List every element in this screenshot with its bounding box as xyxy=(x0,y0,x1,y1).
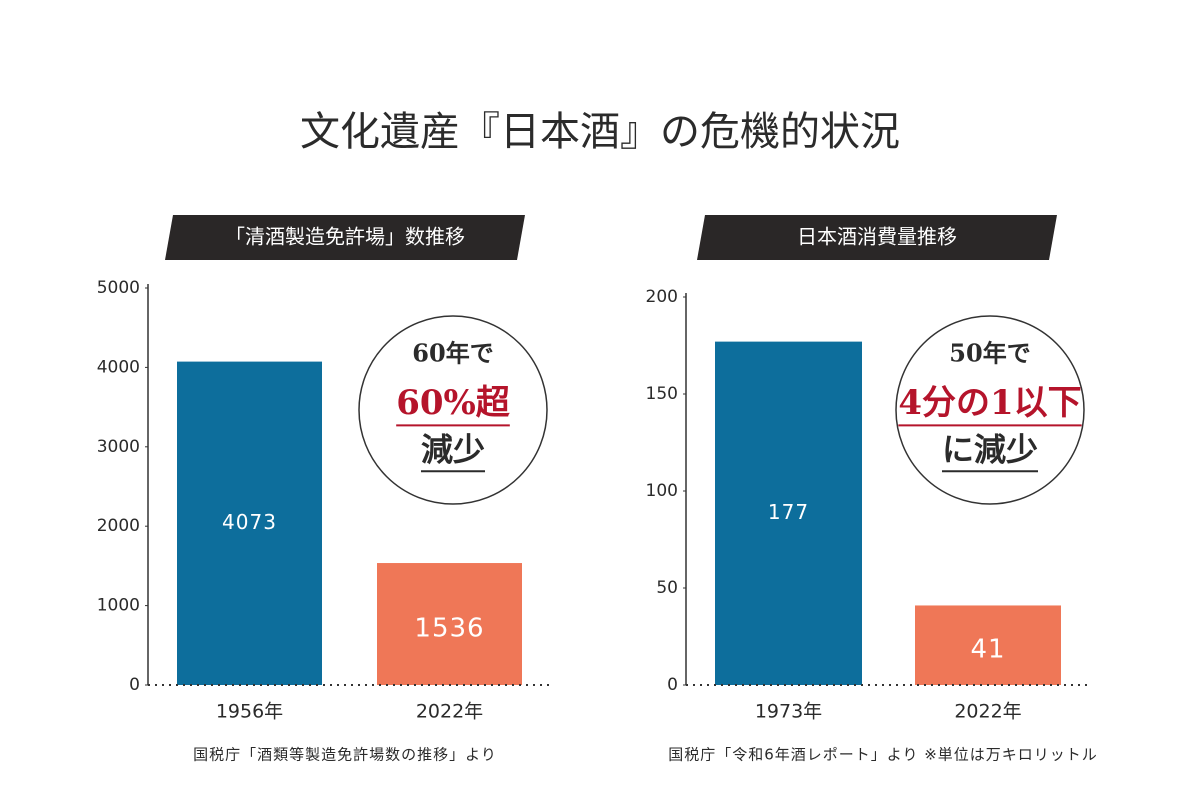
y-tick-label: 150 xyxy=(646,384,678,404)
source-note: 国税庁「令和6年酒レポート」より ※単位は万キロリットル xyxy=(668,746,1098,764)
annotation-circle xyxy=(895,315,1085,505)
title-banner xyxy=(165,215,525,260)
y-tick-label: 3000 xyxy=(97,437,140,457)
chart-title: 日本酒消費量推移 xyxy=(797,225,957,249)
bar xyxy=(715,341,862,685)
bar xyxy=(177,361,322,685)
x-tick-label: 2022年 xyxy=(954,701,1021,723)
y-tick-label: 100 xyxy=(646,481,678,501)
title-banner xyxy=(697,215,1057,260)
annotation-text: 4分の1以下 xyxy=(898,383,1081,423)
annotation-text: に減少 xyxy=(942,431,1038,469)
y-tick-label: 1000 xyxy=(97,596,140,616)
y-tick-label: 2000 xyxy=(97,516,140,536)
y-tick-label: 4000 xyxy=(97,357,140,377)
source-note: 国税庁「酒類等製造免許場数の推移」より xyxy=(193,746,497,764)
data-label: 177 xyxy=(768,500,809,524)
x-tick-label: 1956年 xyxy=(216,701,283,723)
x-tick-label: 1973年 xyxy=(755,701,822,723)
y-tick-label: 50 xyxy=(656,578,678,598)
bar xyxy=(915,605,1061,685)
y-tick-label: 200 xyxy=(646,287,678,307)
annotation-text: 60%超 xyxy=(396,383,511,423)
y-tick-label: 5000 xyxy=(97,278,140,298)
annotation-text: 60年で xyxy=(412,339,493,368)
data-label: 4073 xyxy=(222,510,277,534)
data-label: 41 xyxy=(970,635,1005,665)
data-label: 1536 xyxy=(414,614,484,644)
chart-title: 「清酒製造免許場」数推移 xyxy=(225,225,465,249)
annotation-text: 50年で xyxy=(949,339,1030,368)
y-tick-label: 0 xyxy=(667,675,678,695)
page-title: 文化遺産『日本酒』の危機的状況 xyxy=(300,109,900,155)
bar xyxy=(377,563,522,685)
annotation-text: 減少 xyxy=(421,431,485,469)
annotation-circle xyxy=(358,315,548,505)
x-tick-label: 2022年 xyxy=(416,701,483,723)
y-tick-label: 0 xyxy=(129,675,140,695)
